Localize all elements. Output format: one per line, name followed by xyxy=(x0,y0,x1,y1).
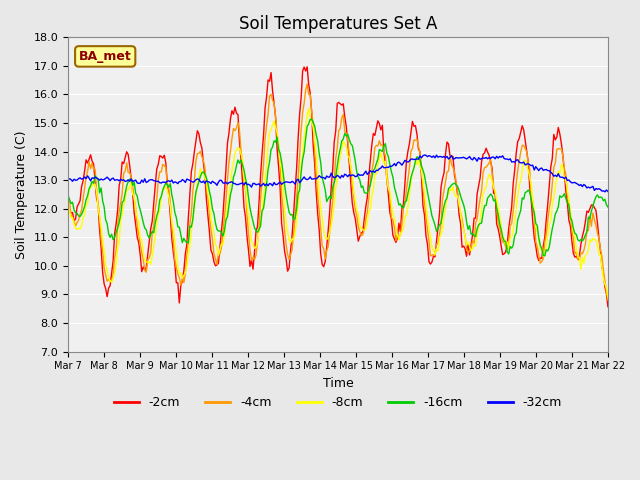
X-axis label: Time: Time xyxy=(323,377,353,390)
Y-axis label: Soil Temperature (C): Soil Temperature (C) xyxy=(15,130,28,259)
Title: Soil Temperatures Set A: Soil Temperatures Set A xyxy=(239,15,437,33)
Legend: -2cm, -4cm, -8cm, -16cm, -32cm: -2cm, -4cm, -8cm, -16cm, -32cm xyxy=(109,391,567,414)
Text: BA_met: BA_met xyxy=(79,50,132,63)
